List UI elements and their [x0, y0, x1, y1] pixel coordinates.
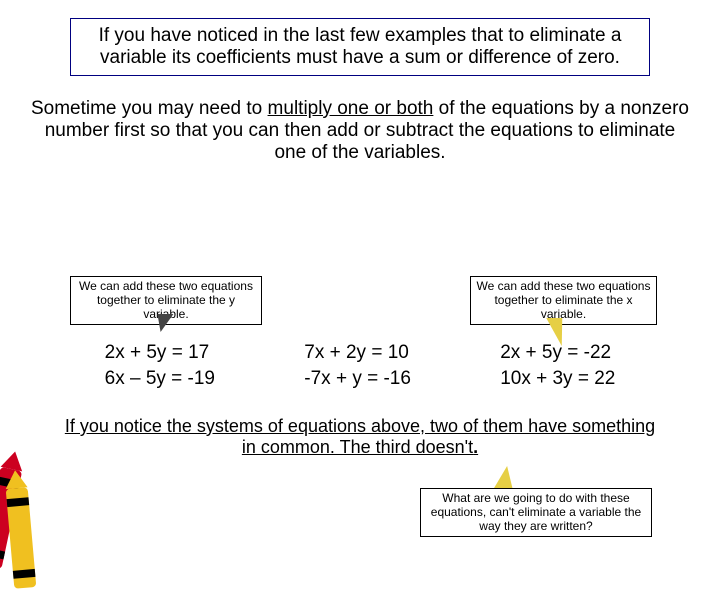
eq3a: 2x + 5y = -22: [500, 340, 615, 366]
callout-right: We can add these two equations together …: [470, 276, 657, 325]
eq3b: 10x + 3y = 22: [500, 366, 615, 392]
callout-left-tail: [153, 314, 174, 332]
intro-box: If you have noticed in the last few exam…: [70, 18, 650, 76]
equation-system-1: 2x + 5y = 17 6x – 5y = -19: [105, 340, 215, 391]
bottom-underlined: If you notice the systems of equations a…: [65, 416, 655, 457]
eq2b: -7x + y = -16: [304, 366, 411, 392]
equation-system-3: 2x + 5y = -22 10x + 3y = 22: [500, 340, 615, 391]
para2-pre: Sometime you may need to: [31, 98, 268, 119]
bottom-observation: If you notice the systems of equations a…: [60, 416, 660, 458]
paragraph-2: Sometime you may need to multiply one or…: [30, 98, 690, 164]
eq2a: 7x + 2y = 10: [304, 340, 411, 366]
equations-row: 2x + 5y = 17 6x – 5y = -19 7x + 2y = 10 …: [0, 340, 720, 391]
eq1b: 6x – 5y = -19: [105, 366, 215, 392]
callout-right-text: We can add these two equations together …: [477, 279, 651, 321]
equation-system-2: 7x + 2y = 10 -7x + y = -16: [304, 340, 411, 391]
callout-bottom: What are we going to do with these equat…: [420, 488, 652, 537]
callout-bottom-text: What are we going to do with these equat…: [431, 491, 641, 533]
bottom-dot: .: [473, 437, 478, 457]
eq1a: 2x + 5y = 17: [105, 340, 215, 366]
para2-underlined: multiply one or both: [268, 98, 434, 119]
intro-text: If you have noticed in the last few exam…: [99, 25, 622, 68]
callout-bottom-tail: [493, 466, 517, 490]
crayon-icon-2: [6, 487, 37, 589]
